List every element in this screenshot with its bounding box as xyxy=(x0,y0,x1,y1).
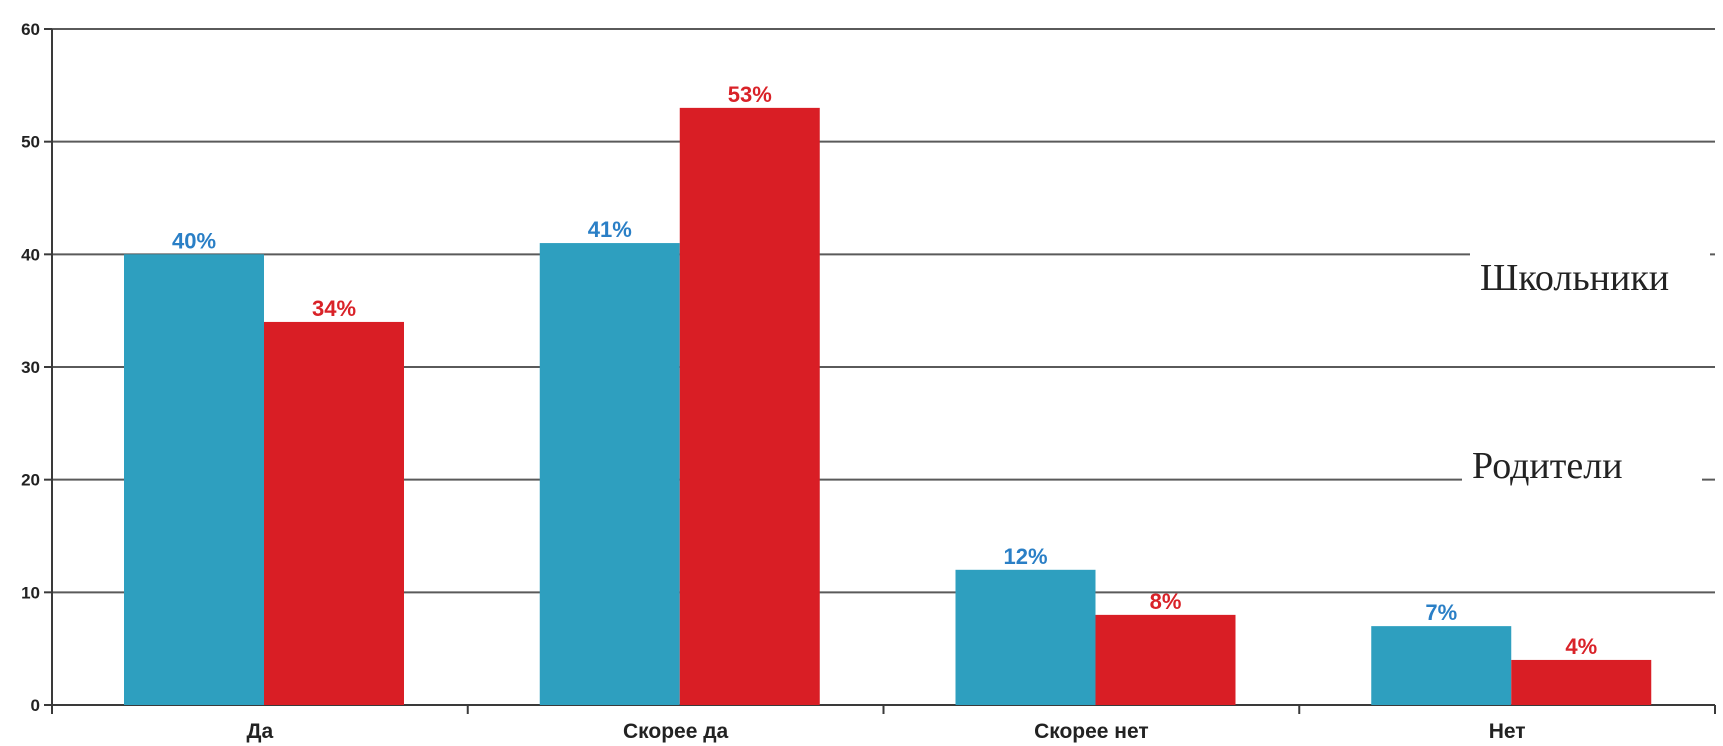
y-tick-label: 10 xyxy=(21,583,40,602)
bar-series1 xyxy=(540,243,680,705)
bars xyxy=(124,108,1651,705)
data-label: 53% xyxy=(728,82,772,107)
data-label: 7% xyxy=(1425,600,1457,625)
y-tick-label: 50 xyxy=(21,133,40,152)
bar-series2 xyxy=(1096,615,1236,705)
data-label: 4% xyxy=(1565,634,1597,659)
y-tick-label: 0 xyxy=(31,696,40,715)
bar-series1 xyxy=(124,254,264,705)
legend-item-label: Школьники xyxy=(1480,257,1669,299)
bar-series2 xyxy=(264,322,404,705)
x-category-label: Скорее нет xyxy=(1034,720,1149,743)
data-label: 34% xyxy=(312,296,356,321)
legend-item-label: Родители xyxy=(1472,445,1623,487)
y-tick-label: 30 xyxy=(21,358,40,377)
data-label: 8% xyxy=(1150,589,1182,614)
y-tick-label: 20 xyxy=(21,471,40,490)
legend: Школьники Родители xyxy=(1462,252,1710,490)
x-category-label: Нет xyxy=(1489,720,1526,743)
bar-series2 xyxy=(1511,660,1651,705)
bar-series2 xyxy=(680,108,820,705)
y-tick-label: 60 xyxy=(21,20,40,39)
x-category-label: Скорее да xyxy=(623,720,729,743)
data-label: 41% xyxy=(588,217,632,242)
data-label: 12% xyxy=(1003,544,1047,569)
data-label: 40% xyxy=(172,228,216,253)
bar-series1 xyxy=(956,570,1096,705)
bar-series1 xyxy=(1371,626,1511,705)
y-tick-label: 40 xyxy=(21,245,40,264)
x-category-label: Да xyxy=(247,720,274,743)
